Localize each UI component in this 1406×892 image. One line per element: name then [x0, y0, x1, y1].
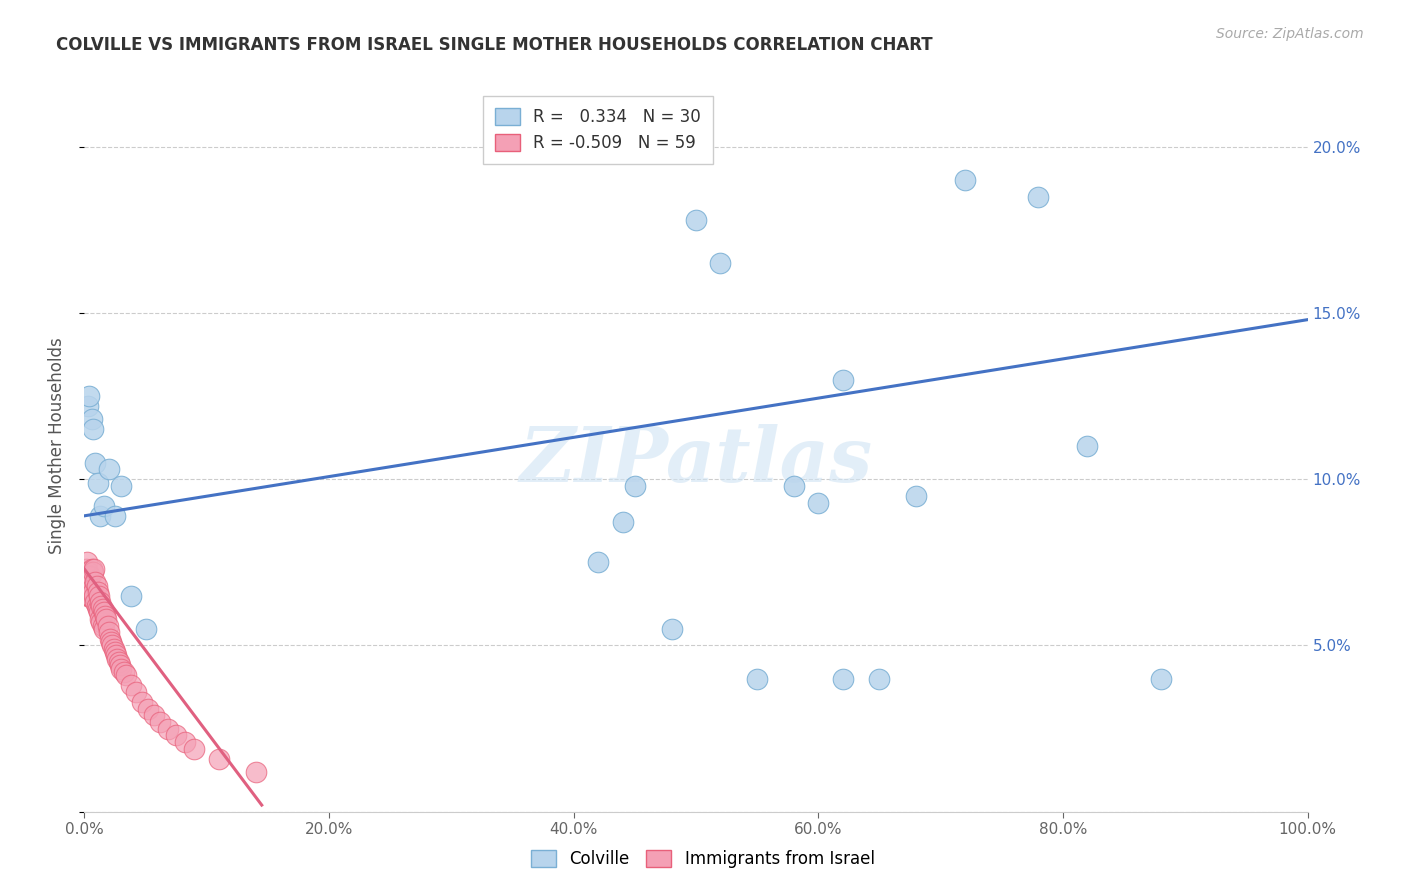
Point: [83, 589, 105, 603]
Point: [105, 652, 128, 666]
Point: [86, 599, 108, 613]
Point: [807, 495, 830, 509]
Point: [1028, 189, 1050, 203]
Point: [77, 568, 100, 582]
Point: [82, 566, 104, 580]
Point: [104, 645, 127, 659]
Point: [93, 605, 115, 619]
Point: [86, 579, 108, 593]
Point: [208, 751, 231, 765]
Point: [131, 695, 153, 709]
Point: [183, 741, 205, 756]
Point: [77, 566, 100, 580]
Point: [661, 622, 683, 636]
Point: [97, 625, 120, 640]
Point: [91, 602, 114, 616]
Point: [79, 589, 101, 603]
Point: [136, 701, 159, 715]
Legend: Colville, Immigrants from Israel: Colville, Immigrants from Israel: [524, 843, 882, 875]
Point: [831, 372, 853, 386]
Point: [110, 662, 132, 676]
Point: [101, 639, 124, 653]
Point: [97, 462, 120, 476]
Point: [149, 714, 172, 729]
Point: [905, 489, 928, 503]
Point: [135, 622, 157, 636]
Point: [115, 668, 138, 682]
Text: ZIPatlas: ZIPatlas: [519, 424, 873, 498]
Point: [245, 764, 267, 779]
Point: [586, 555, 609, 569]
Point: [685, 213, 707, 227]
Point: [108, 658, 131, 673]
Point: [165, 728, 187, 742]
Point: [93, 499, 115, 513]
Point: [89, 595, 111, 609]
Point: [869, 672, 891, 686]
Point: [77, 589, 100, 603]
Point: [125, 685, 148, 699]
Point: [112, 665, 135, 679]
Point: [120, 678, 142, 692]
Point: [82, 422, 104, 436]
Point: [87, 589, 110, 603]
Point: [156, 722, 179, 736]
Point: [103, 641, 125, 656]
Point: [91, 618, 114, 632]
Point: [82, 585, 104, 599]
Point: [77, 589, 100, 603]
Text: COLVILLE VS IMMIGRANTS FROM ISRAEL SINGLE MOTHER HOUSEHOLDS CORRELATION CHART: COLVILLE VS IMMIGRANTS FROM ISRAEL SINGL…: [56, 36, 932, 54]
Point: [104, 508, 127, 523]
Point: [953, 173, 976, 187]
Point: [84, 595, 107, 609]
Point: [76, 579, 98, 593]
Point: [76, 555, 98, 569]
Point: [77, 389, 100, 403]
Point: [93, 622, 115, 636]
Legend: R =   0.334   N = 30, R = -0.509   N = 59: R = 0.334 N = 30, R = -0.509 N = 59: [484, 96, 713, 164]
Point: [75, 562, 97, 576]
Point: [1150, 672, 1173, 686]
Point: [90, 599, 112, 613]
Point: [173, 735, 195, 749]
Point: [94, 608, 117, 623]
Point: [831, 672, 853, 686]
Point: [624, 479, 647, 493]
Point: [105, 648, 128, 663]
Point: [87, 585, 110, 599]
Point: [84, 456, 107, 470]
Point: [90, 615, 112, 630]
Point: [110, 479, 132, 493]
Point: [98, 632, 121, 646]
Point: [80, 562, 103, 576]
Point: [97, 618, 120, 632]
Point: [107, 655, 129, 669]
Point: [783, 479, 806, 493]
Point: [79, 568, 101, 582]
Point: [100, 635, 122, 649]
Point: [89, 508, 111, 523]
Point: [89, 612, 111, 626]
Point: [747, 672, 769, 686]
Point: [77, 399, 100, 413]
Point: [1076, 439, 1098, 453]
Point: [96, 612, 118, 626]
Point: [709, 256, 731, 270]
Point: [80, 412, 103, 426]
Text: Source: ZipAtlas.com: Source: ZipAtlas.com: [1216, 27, 1364, 41]
Point: [87, 605, 110, 619]
Point: [87, 475, 110, 490]
Point: [120, 589, 142, 603]
Point: [83, 562, 105, 576]
Point: [143, 708, 166, 723]
Point: [612, 516, 634, 530]
Point: [84, 575, 107, 590]
Point: [87, 602, 110, 616]
Point: [80, 582, 103, 596]
Y-axis label: Single Mother Households: Single Mother Households: [48, 338, 66, 554]
